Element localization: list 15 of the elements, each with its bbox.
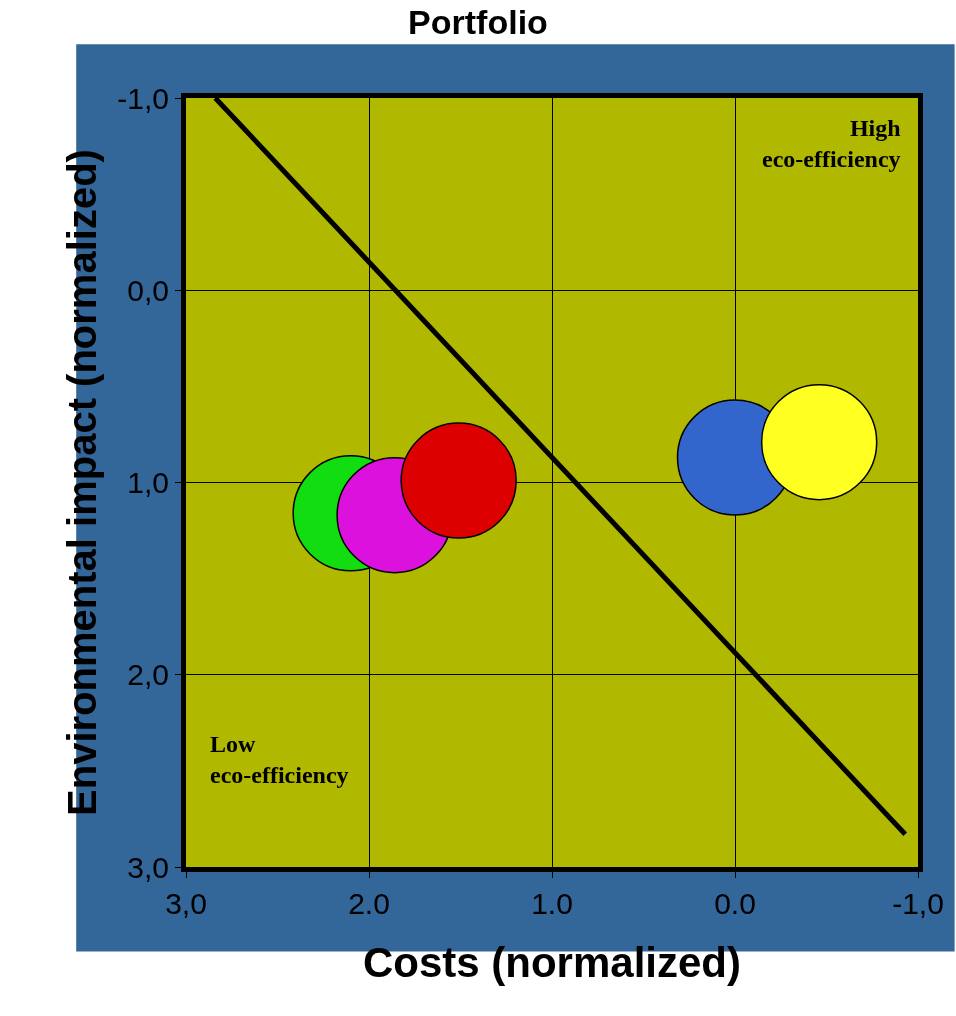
y-axis-title: Environmental impact (normalized): [59, 149, 104, 816]
y-tick-label: 3,0: [127, 850, 169, 884]
chart-title: Portfolio: [408, 2, 548, 41]
annotation: Low eco-efficiency: [210, 731, 349, 789]
y-tick-label: 0,0: [127, 273, 169, 307]
annotation: High eco-efficiency: [762, 115, 901, 173]
y-tick-label: 2,0: [127, 658, 169, 692]
x-tick-label: 2.0: [348, 887, 390, 920]
x-tick-label: 3,0: [165, 887, 207, 920]
y-tick-label: -1,0: [117, 81, 169, 115]
x-tick-label: 1.0: [531, 887, 573, 920]
x-tick-label: 0.0: [714, 887, 756, 920]
y-tick-label: 1,0: [127, 466, 169, 499]
x-axis-title: Costs (normalized): [362, 938, 742, 986]
x-tick-label: -1,0: [892, 887, 944, 920]
